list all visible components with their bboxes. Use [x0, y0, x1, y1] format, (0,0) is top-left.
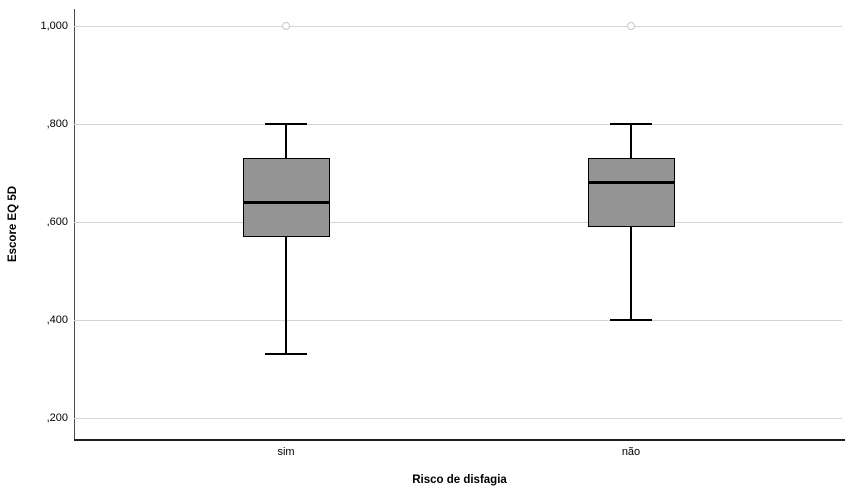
median-line	[242, 200, 330, 204]
upper-whisker-line	[630, 124, 632, 159]
gridline	[74, 320, 842, 321]
upper-whisker-line	[285, 124, 287, 159]
gridline	[74, 124, 842, 125]
x-axis-line	[74, 439, 845, 441]
x-axis-title: Risco de disfagia	[412, 474, 507, 486]
x-tick-label: não	[621, 446, 641, 458]
y-tick-label: 1,000	[40, 20, 68, 32]
upper-whisker-cap	[265, 123, 307, 125]
outlier-marker	[627, 22, 635, 30]
lower-whisker-cap	[610, 319, 652, 321]
iqr-box	[587, 158, 675, 227]
outlier-marker	[282, 22, 290, 30]
y-tick-label: ,400	[46, 314, 68, 326]
y-axis-line	[74, 9, 75, 440]
lower-whisker-line	[285, 236, 287, 355]
lower-whisker-cap	[265, 353, 307, 356]
upper-whisker-cap	[610, 123, 652, 125]
gridline	[74, 418, 842, 419]
y-tick-label: ,200	[46, 412, 68, 424]
x-tick-label: sim	[277, 446, 295, 458]
y-tick-label: ,800	[46, 118, 68, 130]
gridline	[74, 222, 842, 223]
lower-whisker-line	[630, 226, 632, 320]
gridline	[74, 26, 842, 27]
iqr-box	[242, 158, 330, 237]
y-tick-label: ,600	[46, 216, 68, 228]
median-line	[587, 181, 675, 185]
